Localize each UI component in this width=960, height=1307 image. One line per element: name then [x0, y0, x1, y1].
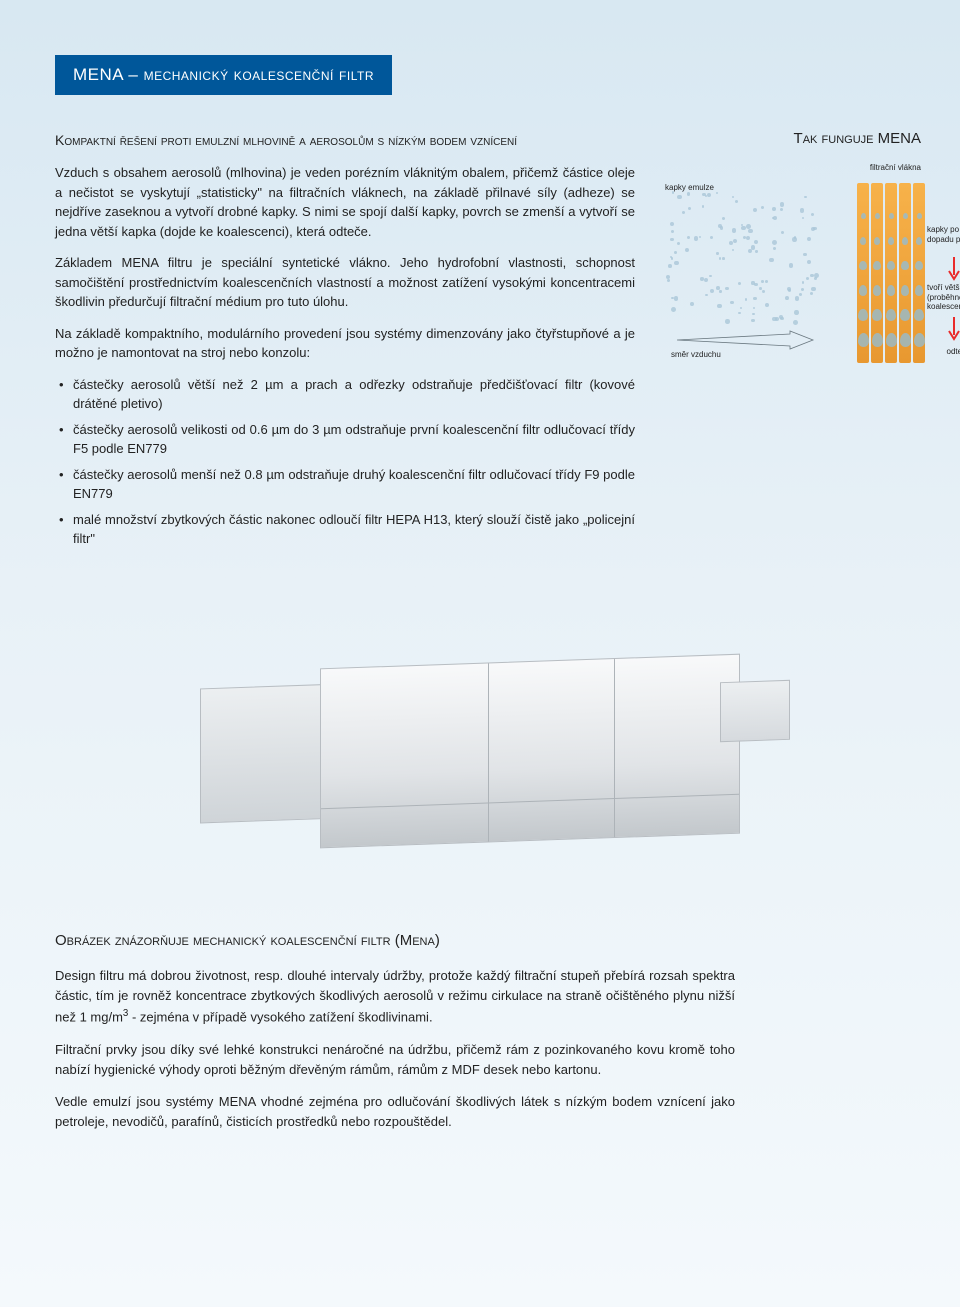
label-impact: kapky po dopadu přilnou: [927, 225, 960, 244]
page-title-banner: MENA – mechanický koalescenční filtr: [55, 55, 392, 95]
red-arrow-icon: [947, 317, 960, 345]
bullet-item: částečky aerosolů menší než 0.8 µm odstr…: [59, 465, 635, 504]
main-two-column: Kompaktní řešení proti emulzní mlhovině …: [55, 130, 905, 561]
subheading: Kompaktní řešení proti emulzní mlhovině …: [55, 130, 635, 151]
unit-section-right: [720, 679, 790, 741]
lower-text-block: Obrázek znázorňuje mechanický koalescenč…: [55, 929, 735, 1133]
lower-heading: Obrázek znázorňuje mechanický koalescenč…: [55, 929, 735, 952]
unit-section-main: [320, 653, 740, 848]
left-text-column: Kompaktní řešení proti emulzní mlhovině …: [55, 130, 635, 561]
fiber-bundle: [857, 183, 925, 363]
paragraph-2: Základem MENA filtru je speciální syntet…: [55, 253, 635, 312]
bullet-item: částečky aerosolů větší než 2 µm a prach…: [59, 375, 635, 414]
coalescence-diagram: filtrační vlákna kapky emulze kapky po d…: [665, 165, 925, 385]
diagram-heading: Tak funguje MENA: [665, 130, 925, 147]
red-arrow-icon: [947, 257, 960, 285]
paragraph-3: Na základě kompaktního, modulárního prov…: [55, 324, 635, 363]
label-drain: odtečou: [947, 347, 960, 357]
lower-p1-b: - zejména v případě vysokého zatížení šk…: [128, 1009, 432, 1024]
bullet-item: malé množství zbytkových částic nakonec …: [59, 510, 635, 549]
label-bigger: tvoří větší kapky (proběhne koalescence): [927, 283, 960, 312]
label-fibers: filtrační vlákna: [870, 163, 921, 173]
page-title: MENA – mechanický koalescenční filtr: [73, 65, 374, 84]
paragraph-1: Vzduch s obsahem aerosolů (mlhovina) je …: [55, 163, 635, 241]
right-diagram-column: Tak funguje MENA filtrační vlákna kapky …: [665, 130, 925, 561]
mist-area: [665, 190, 815, 320]
airflow-arrow-icon: [675, 330, 815, 350]
unit-section-left: [200, 683, 340, 823]
lower-paragraph-2: Filtrační prvky jsou díky své lehké kons…: [55, 1040, 735, 1080]
lower-paragraph-3: Vedle emulzí jsou systémy MENA vhodné ze…: [55, 1092, 735, 1132]
label-airflow: směr vzduchu: [671, 350, 721, 360]
lower-paragraph-1: Design filtru má dobrou životnost, resp.…: [55, 966, 735, 1028]
product-photo: [140, 591, 820, 891]
bullet-list: částečky aerosolů větší než 2 µm a prach…: [59, 375, 635, 549]
bullet-item: částečky aerosolů velikosti od 0.6 µm do…: [59, 420, 635, 459]
